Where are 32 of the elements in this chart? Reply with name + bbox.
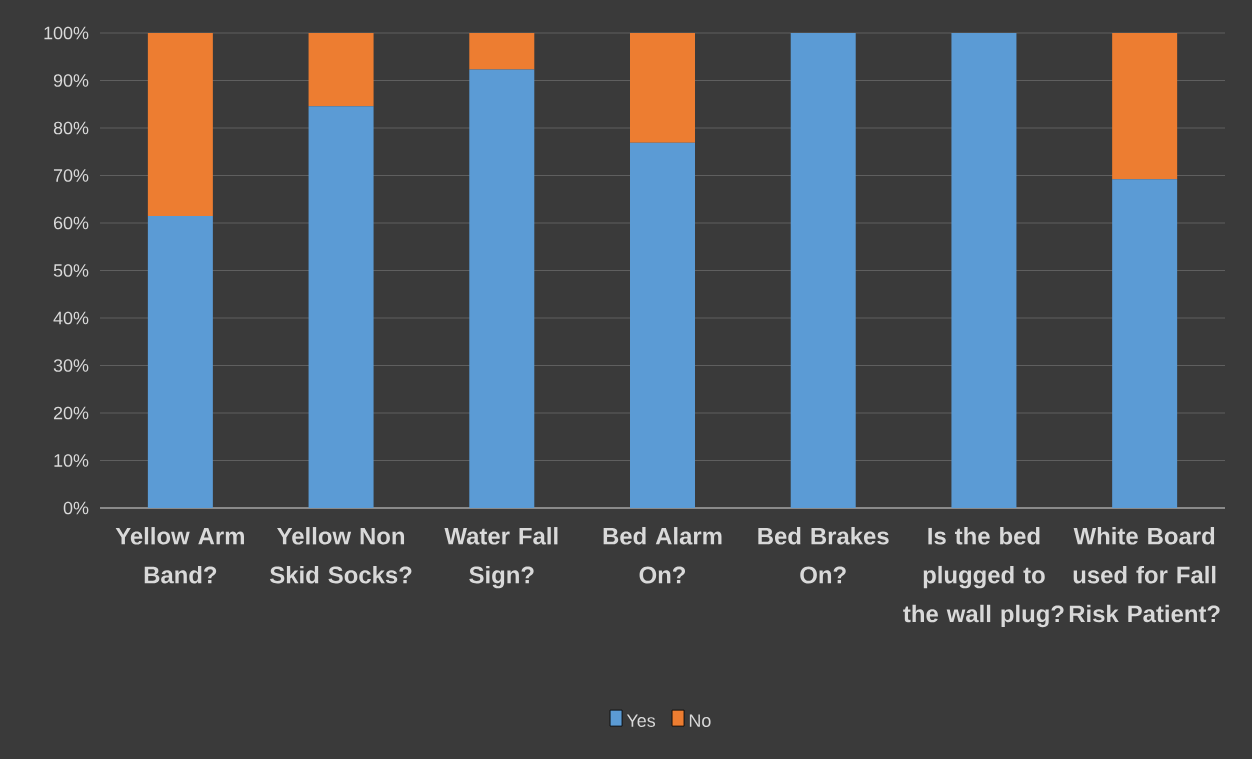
y-tick-label: 90%: [53, 74, 89, 87]
y-tick-label: 70%: [53, 169, 89, 182]
y-tick-label: 60%: [53, 216, 89, 230]
legend-label: No: [689, 714, 711, 727]
bar: [147, 32, 213, 216]
x-tick-label: Yellow Non Skid Socks?: [270, 527, 412, 584]
y-tick-label: 30%: [53, 359, 89, 372]
y-tick-label: 40%: [53, 311, 89, 325]
x-tick-label: Bed Brakes On?: [758, 527, 889, 584]
y-tick-label: 0%: [63, 501, 89, 515]
bar: [469, 69, 535, 508]
x-tick-label: Bed Alarm On?: [603, 527, 722, 584]
y-tick-label: 20%: [53, 406, 89, 420]
legend-label: Yes: [626, 714, 656, 727]
y-tick-label: 80%: [53, 121, 89, 135]
x-tick-label: Water Fall Sign?: [444, 527, 558, 589]
x-tick-label: Is the bed plugged to the wall plug?: [903, 527, 1064, 628]
bar: [1112, 179, 1178, 508]
y-tick-label: 50%: [53, 264, 89, 277]
bar: [1112, 32, 1178, 180]
x-tick-label: Yellow Arm Band?: [115, 527, 244, 584]
bar: [147, 215, 213, 508]
bar: [308, 32, 374, 107]
bar: [790, 32, 856, 508]
bar: [469, 32, 535, 70]
y-tick-label: 10%: [54, 454, 89, 467]
y-tick-label: 100%: [44, 26, 89, 40]
bar: [951, 32, 1017, 508]
bar: [630, 142, 696, 508]
bar: [630, 32, 696, 143]
bar: [308, 106, 374, 508]
x-tick-label: White Board used for Fall Risk Patient?: [1069, 527, 1220, 623]
